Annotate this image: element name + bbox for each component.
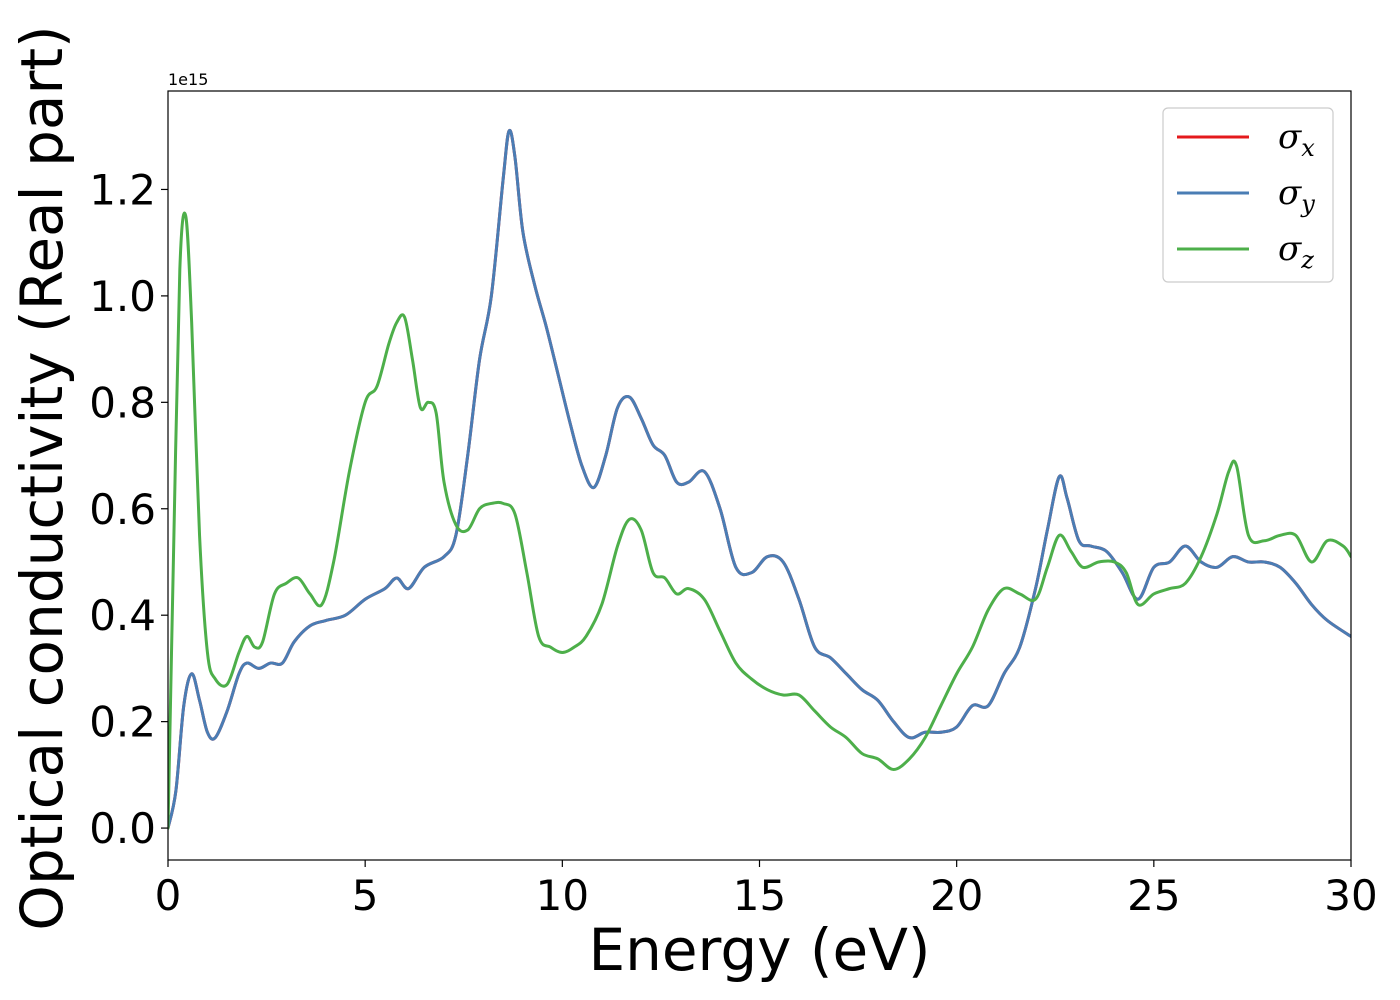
y-tick-label: 1.2 (89, 165, 156, 214)
y-axis-title: Optical conductivity (Real part) (8, 25, 76, 930)
y-tick-label: 0.6 (89, 485, 156, 534)
legend-label-y: σy (1278, 173, 1315, 218)
x-tick-label: 5 (352, 871, 379, 920)
y-tick-label: 0.8 (89, 378, 156, 427)
x-tick-label: 25 (1127, 871, 1180, 920)
legend-label-z: σz (1278, 229, 1314, 274)
x-tick-label: 0 (155, 871, 182, 920)
x-axis: 0 5 10 15 20 25 30 (155, 860, 1378, 920)
x-tick-label: 10 (536, 871, 589, 920)
y-axis: 0.0 0.2 0.4 0.6 0.8 1.0 1.2 (89, 165, 168, 853)
plot-area (168, 91, 1351, 860)
series-layer (168, 128, 1351, 830)
y-tick-label: 0.4 (89, 591, 156, 640)
legend-label-x: σx (1278, 117, 1315, 162)
x-axis-title: Energy (eV) (588, 916, 930, 984)
y-tick-label: 0.2 (89, 698, 156, 747)
series-line-z (168, 211, 1351, 830)
legend-box (1162, 107, 1334, 283)
x-tick-label: 20 (930, 871, 983, 920)
legend: σx σy σz (1162, 107, 1334, 283)
x-tick-label: 15 (733, 871, 786, 920)
y-tick-label: 1.0 (89, 272, 156, 321)
x-tick-label: 30 (1324, 871, 1377, 920)
series-line-y (168, 128, 1351, 830)
y-tick-label: 0.0 (89, 804, 156, 853)
y-offset-text: 1e15 (168, 70, 208, 89)
